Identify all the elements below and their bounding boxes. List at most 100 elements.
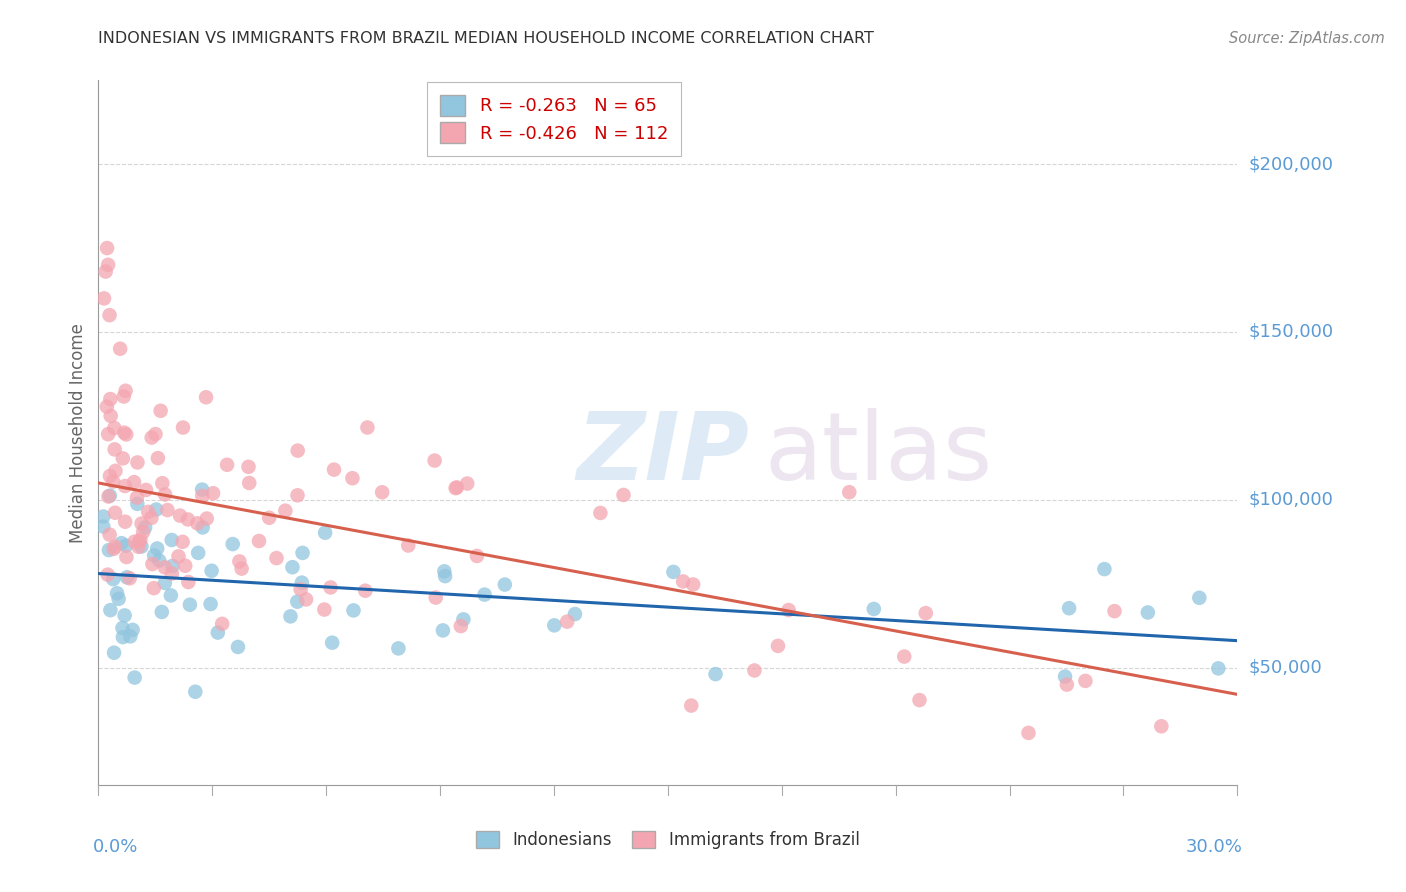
Point [179,598,201,612]
Point [172,534,194,549]
Point [704,667,727,681]
Point [169,508,191,523]
Point [228,554,250,568]
Point [187,546,209,560]
Point [120,629,142,643]
Point [908,693,931,707]
Point [131,540,153,554]
Point [342,603,364,617]
Point [207,625,229,640]
Point [111,451,134,466]
Point [115,549,138,564]
Point [104,506,127,520]
Point [290,582,312,597]
Point [474,588,496,602]
Point [146,451,169,466]
Point [111,621,134,635]
Point [191,520,214,534]
Point [97,490,120,504]
Point [1188,591,1211,605]
Text: ZIP: ZIP [576,408,749,500]
Point [115,539,138,553]
Point [110,536,132,550]
Point [127,455,149,469]
Point [291,546,314,560]
Point [91,519,114,533]
Point [186,516,208,531]
Point [172,420,194,434]
Point [112,425,135,440]
Point [145,427,167,442]
Point [387,641,409,656]
Point [134,520,156,534]
Point [1056,677,1078,691]
Point [160,566,183,581]
Point [93,509,115,524]
Point [1074,673,1097,688]
Point [98,527,121,541]
Point [766,639,789,653]
Point [274,503,297,517]
Y-axis label: Median Household Income: Median Household Income [69,323,87,542]
Point [195,511,218,525]
Point [135,483,157,497]
Point [222,537,245,551]
Point [115,427,138,442]
Point [177,512,200,526]
Point [114,479,136,493]
Point [112,390,135,404]
Point [136,505,159,519]
Point [98,469,121,483]
Text: $200,000: $200,000 [1249,155,1333,173]
Point [862,602,884,616]
Point [589,506,612,520]
Point [107,591,129,606]
Point [1208,661,1230,675]
Point [423,453,446,467]
Point [314,602,336,616]
Point [681,698,703,713]
Point [160,589,183,603]
Point [319,581,342,595]
Text: 0.0%: 0.0% [93,838,138,855]
Point [100,603,122,617]
Point [97,543,120,558]
Point [295,592,318,607]
Point [131,516,153,531]
Point [127,497,149,511]
Point [128,540,150,554]
Point [287,488,309,502]
Point [1136,606,1159,620]
Point [114,608,136,623]
Point [1018,726,1040,740]
Point [128,534,150,549]
Point [238,459,260,474]
Point [97,427,120,442]
Point [662,565,685,579]
Point [104,540,127,554]
Point [838,485,860,500]
Text: atlas: atlas [765,408,993,500]
Point [494,577,516,591]
Point [453,612,475,626]
Point [191,483,214,497]
Point [97,567,120,582]
Point [456,476,478,491]
Point [432,624,454,638]
Point [287,443,309,458]
Point [266,551,288,566]
Point [434,569,457,583]
Point [893,649,915,664]
Point [104,442,127,457]
Point [285,595,308,609]
Point [153,560,176,574]
Point [444,481,467,495]
Point [238,475,260,490]
Point [543,618,565,632]
Text: INDONESIAN VS IMMIGRANTS FROM BRAZIL MEDIAN HOUSEHOLD INCOME CORRELATION CHART: INDONESIAN VS IMMIGRANTS FROM BRAZIL MED… [98,31,875,46]
Point [141,431,163,445]
Point [177,575,200,590]
Text: $50,000: $50,000 [1249,658,1322,676]
Point [114,515,136,529]
Point [103,541,125,556]
